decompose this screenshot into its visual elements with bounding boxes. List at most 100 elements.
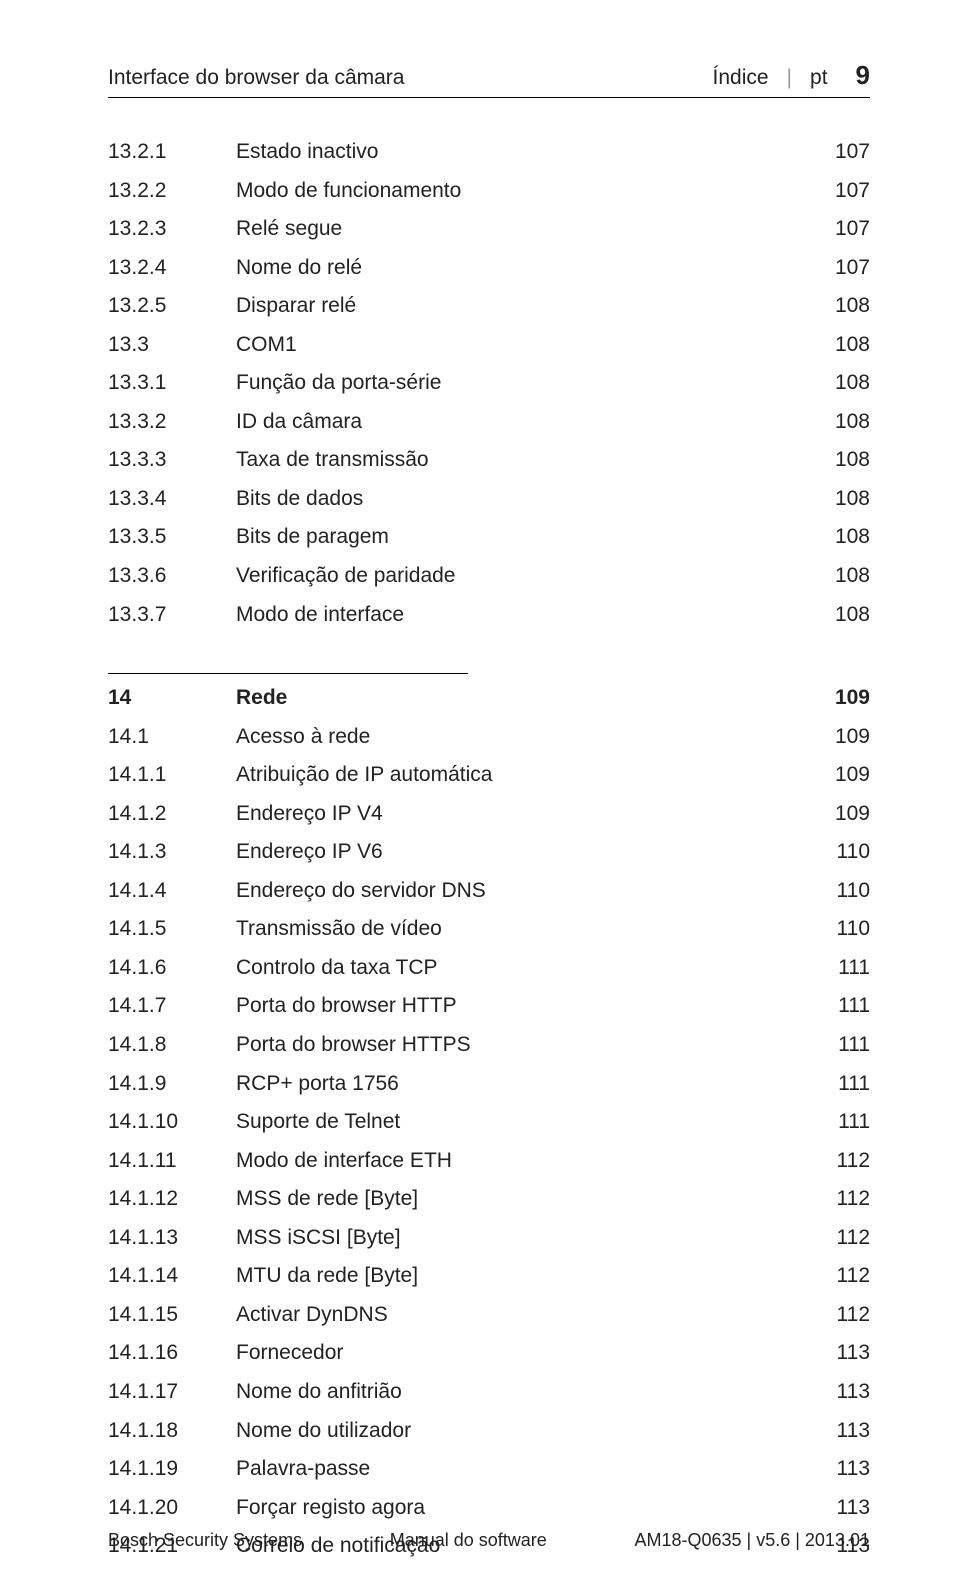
toc-section-title: Disparar relé — [236, 290, 356, 323]
toc-page-number: 110 — [837, 913, 870, 946]
toc-section-number: 13.2.4 — [108, 252, 236, 285]
toc-page-number: 109 — [835, 759, 870, 792]
toc-row: 14.1.15Activar DynDNS112 — [108, 1299, 870, 1332]
footer-center: Manual do software — [390, 1530, 547, 1551]
toc-page-number: 107 — [835, 213, 870, 246]
footer-left: Bosch Security Systems — [108, 1530, 302, 1551]
toc-page-number: 108 — [835, 367, 870, 400]
toc-section-title: Nome do relé — [236, 252, 362, 285]
toc-section-title: Modo de interface ETH — [236, 1145, 452, 1178]
toc-page-number: 112 — [837, 1222, 870, 1255]
toc-row: 14Rede109 — [108, 682, 870, 715]
toc-page-number: 112 — [837, 1183, 870, 1216]
toc-section-number: 13.3.1 — [108, 367, 236, 400]
toc-section-number: 14.1.9 — [108, 1068, 236, 1101]
toc-page-number: 111 — [838, 1068, 870, 1101]
footer-right: AM18-Q0635 | v5.6 | 2013.01 — [634, 1530, 870, 1551]
toc-page-number: 113 — [837, 1492, 870, 1525]
toc-section-number: 14.1.7 — [108, 990, 236, 1023]
toc-page-number: 112 — [837, 1145, 870, 1178]
toc-section-title: Nome do anfitrião — [236, 1376, 402, 1409]
header-right: Índice | pt 9 — [713, 60, 871, 91]
toc-section-number: 14.1.19 — [108, 1453, 236, 1486]
toc-row: 14.1.1Atribuição de IP automática109 — [108, 759, 870, 792]
toc-row: 13.2.4Nome do relé107 — [108, 252, 870, 285]
toc-section-title: Taxa de transmissão — [236, 444, 429, 477]
toc-section-title: Rede — [236, 682, 287, 715]
toc-section-number: 14.1.20 — [108, 1492, 236, 1525]
toc-row: 14.1.14MTU da rede [Byte]112 — [108, 1260, 870, 1293]
toc-section-number: 13.3.6 — [108, 560, 236, 593]
toc-section-title: Fornecedor — [236, 1337, 343, 1370]
toc-row: 14.1.9RCP+ porta 1756 111 — [108, 1068, 870, 1101]
toc-row: 13.2.1Estado inactivo 107 — [108, 136, 870, 169]
toc-row: 14.1.19Palavra-passe113 — [108, 1453, 870, 1486]
toc-section-number: 14.1.17 — [108, 1376, 236, 1409]
toc-section-number: 14.1.13 — [108, 1222, 236, 1255]
page-header: Interface do browser da câmara Índice | … — [108, 60, 870, 98]
toc-page-number: 109 — [835, 798, 870, 831]
toc-page-number: 110 — [837, 875, 870, 908]
toc-row: 13.3.3Taxa de transmissão108 — [108, 444, 870, 477]
toc-section-title: Relé segue — [236, 213, 342, 246]
toc-row: 14.1.6Controlo da taxa TCP111 — [108, 952, 870, 985]
toc-page-number: 110 — [837, 836, 870, 869]
toc-section-number: 14.1.5 — [108, 913, 236, 946]
toc-section-number: 13.2.2 — [108, 175, 236, 208]
toc-page-number: 107 — [835, 136, 870, 169]
toc-section-title: Transmissão de vídeo — [236, 913, 442, 946]
section-rule — [108, 673, 468, 674]
toc-row: 14.1.8Porta do browser HTTPS111 — [108, 1029, 870, 1062]
toc-page-number: 111 — [838, 1106, 870, 1139]
toc-row: 14.1.7Porta do browser HTTP111 — [108, 990, 870, 1023]
toc-row: 14.1.11Modo de interface ETH 112 — [108, 1145, 870, 1178]
toc-section-title: Modo de funcionamento — [236, 175, 461, 208]
toc-page-number: 113 — [837, 1337, 870, 1370]
toc-row: 14.1.5Transmissão de vídeo 110 — [108, 913, 870, 946]
toc-section-title: Estado inactivo — [236, 136, 378, 169]
toc-row: 13.2.2Modo de funcionamento107 — [108, 175, 870, 208]
toc-section-title: Forçar registo agora — [236, 1492, 425, 1525]
toc-page-number: 112 — [837, 1299, 870, 1332]
toc-page-number: 109 — [835, 721, 870, 754]
toc-page-number: 112 — [837, 1260, 870, 1293]
toc-row: 13.3.5Bits de paragem108 — [108, 521, 870, 554]
toc-section-number: 14.1.11 — [108, 1145, 236, 1178]
toc-section-number: 13.3.4 — [108, 483, 236, 516]
toc-page-number: 108 — [835, 406, 870, 439]
toc-row: 14.1.3Endereço IP V6 110 — [108, 836, 870, 869]
toc-section-title: Modo de interface — [236, 599, 404, 632]
toc-section-number: 14.1.3 — [108, 836, 236, 869]
toc-section-number: 14.1.4 — [108, 875, 236, 908]
toc-section-title: Endereço IP V6 — [236, 836, 383, 869]
toc-section-title: Bits de paragem — [236, 521, 389, 554]
toc-page-number: 108 — [835, 560, 870, 593]
toc-page-number: 108 — [835, 599, 870, 632]
toc-section-title: Endereço do servidor DNS — [236, 875, 486, 908]
toc-section-number: 14.1.8 — [108, 1029, 236, 1062]
toc-section-title: Endereço IP V4 — [236, 798, 383, 831]
toc-section-title: Controlo da taxa TCP — [236, 952, 438, 985]
toc-page-number: 108 — [835, 290, 870, 323]
toc-row: 13.3COM1108 — [108, 329, 870, 362]
toc-page-number: 111 — [838, 1029, 870, 1062]
toc-row: 14.1.16Fornecedor 113 — [108, 1337, 870, 1370]
toc-section-title: Nome do utilizador — [236, 1415, 411, 1448]
toc-section-number: 13.2.1 — [108, 136, 236, 169]
toc-row: 13.2.3Relé segue107 — [108, 213, 870, 246]
toc-section-title: Bits de dados — [236, 483, 363, 516]
toc-section-title: RCP+ porta 1756 — [236, 1068, 399, 1101]
toc-page-number: 108 — [835, 444, 870, 477]
page: Interface do browser da câmara Índice | … — [0, 0, 960, 1591]
toc-section-title: Acesso à rede — [236, 721, 370, 754]
toc-section-number: 14.1.12 — [108, 1183, 236, 1216]
toc-section-title: Activar DynDNS — [236, 1299, 388, 1332]
toc-page-number: 108 — [835, 483, 870, 516]
toc-section-title: Porta do browser HTTP — [236, 990, 457, 1023]
toc-section-number: 14.1.16 — [108, 1337, 236, 1370]
header-separator: | — [787, 66, 792, 90]
toc-section-number: 13.3.7 — [108, 599, 236, 632]
toc-section-title: COM1 — [236, 329, 297, 362]
toc-row: 13.3.1Função da porta-série108 — [108, 367, 870, 400]
toc-page-number: 111 — [838, 952, 870, 985]
